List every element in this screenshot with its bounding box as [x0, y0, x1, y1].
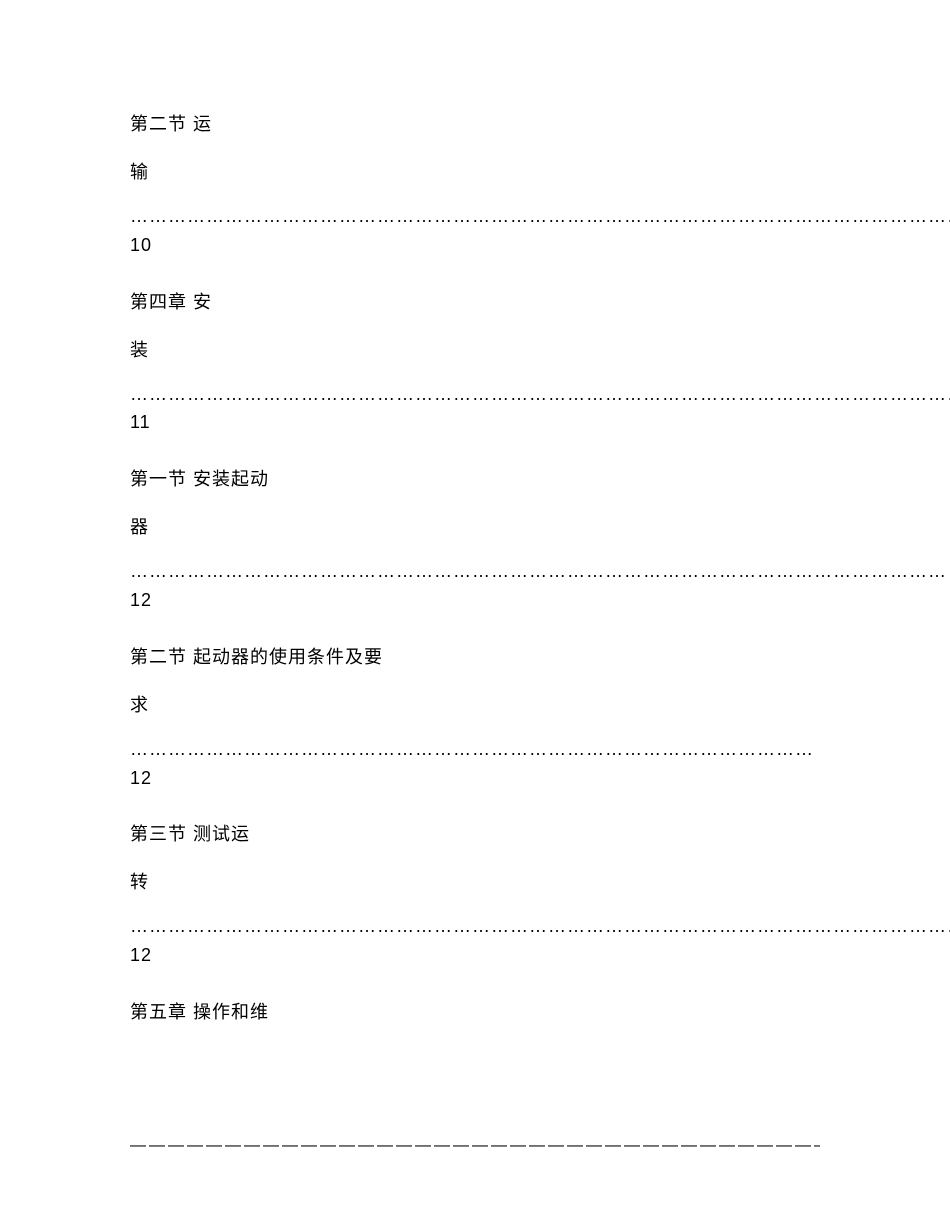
toc-entry: 第一节 安装起动 器 ……………………………………………………………………………… — [130, 465, 820, 615]
toc-entry: 第五章 操作和维 — [130, 998, 820, 1024]
toc-entry-title-line1: 第二节 运 — [130, 110, 820, 136]
toc-container: 第二节 运 输 ……………………………………………………………………………………… — [130, 110, 820, 1024]
toc-entry-title-line1: 第三节 测试运 — [130, 820, 820, 846]
toc-entry: 第二节 起动器的使用条件及要 求 ……………………………………………………………… — [130, 643, 820, 793]
toc-entry-title-line1: 第五章 操作和维 — [130, 998, 820, 1024]
toc-entry-title-line2: 转 — [130, 868, 820, 894]
toc-entry: 第四章 安 装 ……………………………………………………………………………………… — [130, 288, 820, 438]
footer-divider: ————————————————————————————————————————… — [130, 1137, 820, 1155]
toc-entry-title-line1: 第四章 安 — [130, 288, 820, 314]
toc-leader: ……………………………………………………………………………………………… 12 — [130, 735, 820, 793]
toc-entry-title-line1: 第二节 起动器的使用条件及要 — [130, 643, 820, 669]
toc-leader: …………………………………………………………………………………………………………… — [130, 202, 820, 260]
toc-entry: 第三节 测试运 转 ………………………………………………………………………………… — [130, 820, 820, 970]
toc-entry: 第二节 运 输 ……………………………………………………………………………………… — [130, 110, 820, 260]
toc-leader: …………………………………………………………………………………………………………… — [130, 912, 820, 970]
toc-entry-title-line2: 输 — [130, 158, 820, 184]
toc-leader: …………………………………………………………………………………………………………… — [130, 557, 820, 615]
toc-entry-title-line1: 第一节 安装起动 — [130, 465, 820, 491]
toc-entry-title-line2: 装 — [130, 336, 820, 362]
toc-entry-title-line2: 求 — [130, 691, 820, 717]
toc-entry-title-line2: 器 — [130, 513, 820, 539]
toc-leader: …………………………………………………………………………………………………………… — [130, 380, 820, 438]
